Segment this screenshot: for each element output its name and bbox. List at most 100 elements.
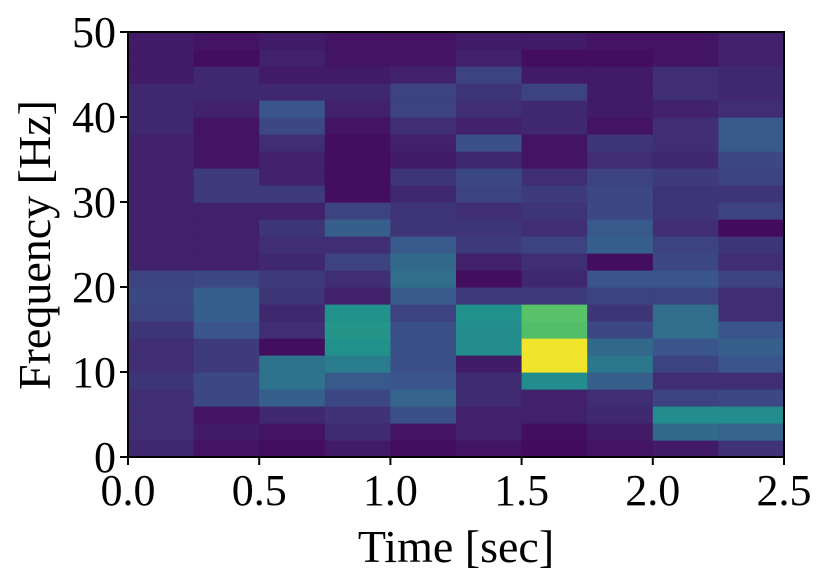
heatmap-cell	[718, 219, 785, 237]
heatmap-cell	[259, 253, 326, 271]
heatmap-cell	[587, 338, 654, 356]
heatmap-cell	[456, 304, 523, 322]
heatmap-cell	[456, 423, 523, 441]
heatmap-cells	[128, 32, 785, 458]
heatmap-cell	[652, 100, 719, 118]
heatmap-cell	[390, 32, 457, 50]
heatmap-cell	[193, 151, 260, 169]
heatmap-cell	[193, 440, 260, 458]
heatmap-cell	[128, 423, 195, 441]
heatmap-cell	[193, 32, 260, 50]
heatmap-cell	[128, 270, 195, 288]
heatmap-cell	[587, 168, 654, 186]
heatmap-cell	[587, 270, 654, 288]
heatmap-cell	[718, 100, 785, 118]
heatmap-cell	[128, 32, 195, 50]
heatmap-cell	[128, 134, 195, 152]
heatmap-cell	[128, 338, 195, 356]
heatmap-cell	[259, 202, 326, 220]
heatmap-cell	[652, 423, 719, 441]
heatmap-cell	[390, 83, 457, 101]
heatmap-cell	[128, 49, 195, 67]
heatmap-cell	[587, 406, 654, 424]
heatmap-cell	[456, 355, 523, 373]
heatmap-cell	[324, 406, 391, 424]
plot-frame	[127, 31, 785, 458]
heatmap-cell	[652, 117, 719, 135]
heatmap-cell	[128, 219, 195, 237]
heatmap-cell	[259, 134, 326, 152]
heatmap-cell	[587, 423, 654, 441]
heatmap-cell	[521, 202, 588, 220]
heatmap-cell	[193, 117, 260, 135]
heatmap-cell	[259, 83, 326, 101]
heatmap-cell	[587, 321, 654, 339]
heatmap-cell	[324, 32, 391, 50]
heatmap-cell	[193, 49, 260, 67]
heatmap-cell	[390, 168, 457, 186]
heatmap-cell	[587, 253, 654, 271]
heatmap-cell	[652, 83, 719, 101]
heatmap-cell	[128, 151, 195, 169]
heatmap-cell	[587, 355, 654, 373]
heatmap-cell	[390, 219, 457, 237]
heatmap-cell	[456, 440, 523, 458]
heatmap-cell	[587, 219, 654, 237]
heatmap-cell	[193, 66, 260, 84]
heatmap-cell	[456, 202, 523, 220]
heatmap-cell	[718, 117, 785, 135]
heatmap-cell	[259, 66, 326, 84]
heatmap-cell	[652, 287, 719, 305]
heatmap-cell	[259, 168, 326, 186]
heatmap-cell	[390, 270, 457, 288]
heatmap-cell	[128, 66, 195, 84]
heatmap-cell	[587, 372, 654, 390]
heatmap-cell	[128, 406, 195, 424]
heatmap-cell	[652, 134, 719, 152]
heatmap-cell	[521, 100, 588, 118]
heatmap-cell	[718, 168, 785, 186]
heatmap-cell	[521, 83, 588, 101]
heatmap-cell	[390, 236, 457, 254]
heatmap-cell	[718, 321, 785, 339]
heatmap-cell	[324, 355, 391, 373]
heatmap-cell	[587, 202, 654, 220]
heatmap-cell	[587, 236, 654, 254]
heatmap-cell	[324, 372, 391, 390]
heatmap-cell	[193, 423, 260, 441]
heatmap-cell	[324, 83, 391, 101]
heatmap-cell	[128, 168, 195, 186]
heatmap-cell	[718, 185, 785, 203]
heatmap-cell	[128, 372, 195, 390]
heatmap-cell	[259, 49, 326, 67]
heatmap-cell	[652, 253, 719, 271]
heatmap-cell	[587, 49, 654, 67]
heatmap-cell	[193, 372, 260, 390]
heatmap-cell	[128, 321, 195, 339]
heatmap-cell	[521, 117, 588, 135]
heatmap-cell	[193, 83, 260, 101]
x-tick-label: 1.0	[363, 466, 418, 515]
heatmap-cell	[587, 287, 654, 305]
x-tick-label: 0.5	[232, 466, 287, 515]
heatmap-cell	[521, 287, 588, 305]
heatmap-cell	[324, 423, 391, 441]
heatmap-cell	[193, 168, 260, 186]
heatmap-cell	[718, 389, 785, 407]
heatmap-cell	[259, 321, 326, 339]
heatmap-cell	[390, 185, 457, 203]
heatmap-cell	[652, 270, 719, 288]
heatmap-cell	[324, 440, 391, 458]
heatmap-cell	[652, 151, 719, 169]
heatmap-cell	[128, 236, 195, 254]
heatmap-cell	[390, 100, 457, 118]
heatmap-cell	[456, 32, 523, 50]
heatmap-cell	[390, 372, 457, 390]
heatmap-cell	[718, 440, 785, 458]
heatmap-cell	[193, 321, 260, 339]
heatmap-cell	[259, 270, 326, 288]
y-tick-label: 50	[72, 8, 116, 57]
y-tick-label: 30	[72, 178, 116, 227]
heatmap-cell	[652, 66, 719, 84]
